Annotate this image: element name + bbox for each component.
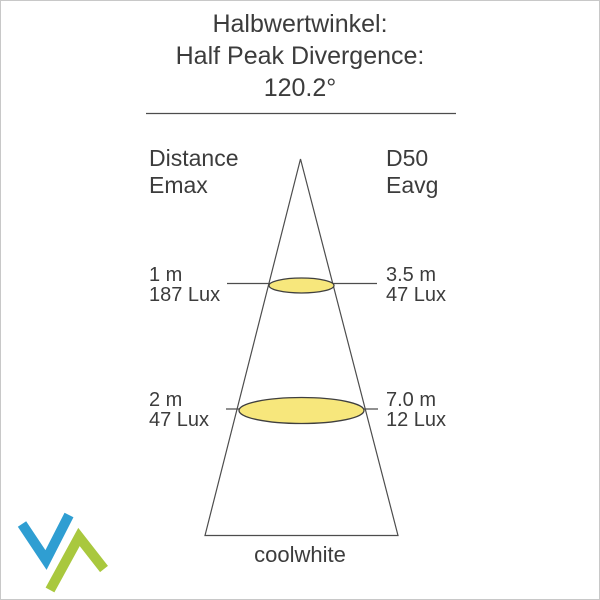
left-header-distance: Distance bbox=[149, 145, 239, 171]
level1-right-label: 3.5 m 47 Lux bbox=[386, 265, 446, 305]
level1-left-value: 187 Lux bbox=[149, 284, 221, 306]
right-column-header: D50 Eavg bbox=[386, 145, 438, 199]
level2-right-label: 7.0 m 12 Lux bbox=[386, 390, 446, 430]
logo-v-blue-icon bbox=[17, 512, 74, 570]
level2-left-value: 47 Lux bbox=[149, 409, 210, 431]
level2-right-distance: 7.0 m bbox=[386, 389, 437, 411]
beam-color-label: coolwhite bbox=[254, 542, 346, 567]
right-header-eavg: Eavg bbox=[386, 172, 439, 198]
left-column-header: Distance Emax bbox=[149, 145, 238, 199]
brand-logo bbox=[17, 512, 108, 593]
beam-cone-outline bbox=[204, 158, 399, 537]
light-pool-2m bbox=[238, 396, 365, 425]
title-english: Half Peak Divergence: bbox=[175, 42, 425, 70]
level1-left-label: 1 m 187 Lux bbox=[149, 265, 220, 305]
level2-left-label: 2 m 47 Lux bbox=[149, 390, 209, 430]
half-peak-angle-value: 120.2° bbox=[263, 74, 337, 102]
level2-right-value: 12 Lux bbox=[386, 409, 447, 431]
level1-right-distance: 3.5 m bbox=[386, 264, 437, 286]
level2-left-distance: 2 m bbox=[149, 389, 183, 411]
diagram-title: Halbwertwinkel: Half Peak Divergence: 12… bbox=[1, 8, 599, 104]
right-header-d50: D50 bbox=[386, 145, 429, 171]
title-german: Halbwertwinkel: bbox=[212, 10, 388, 38]
logo-a-green-icon bbox=[45, 527, 108, 593]
left-header-emax: Emax bbox=[149, 172, 208, 198]
level1-right-value: 47 Lux bbox=[386, 284, 447, 306]
light-pool-1m bbox=[268, 277, 335, 294]
level1-left-distance: 1 m bbox=[149, 264, 183, 286]
